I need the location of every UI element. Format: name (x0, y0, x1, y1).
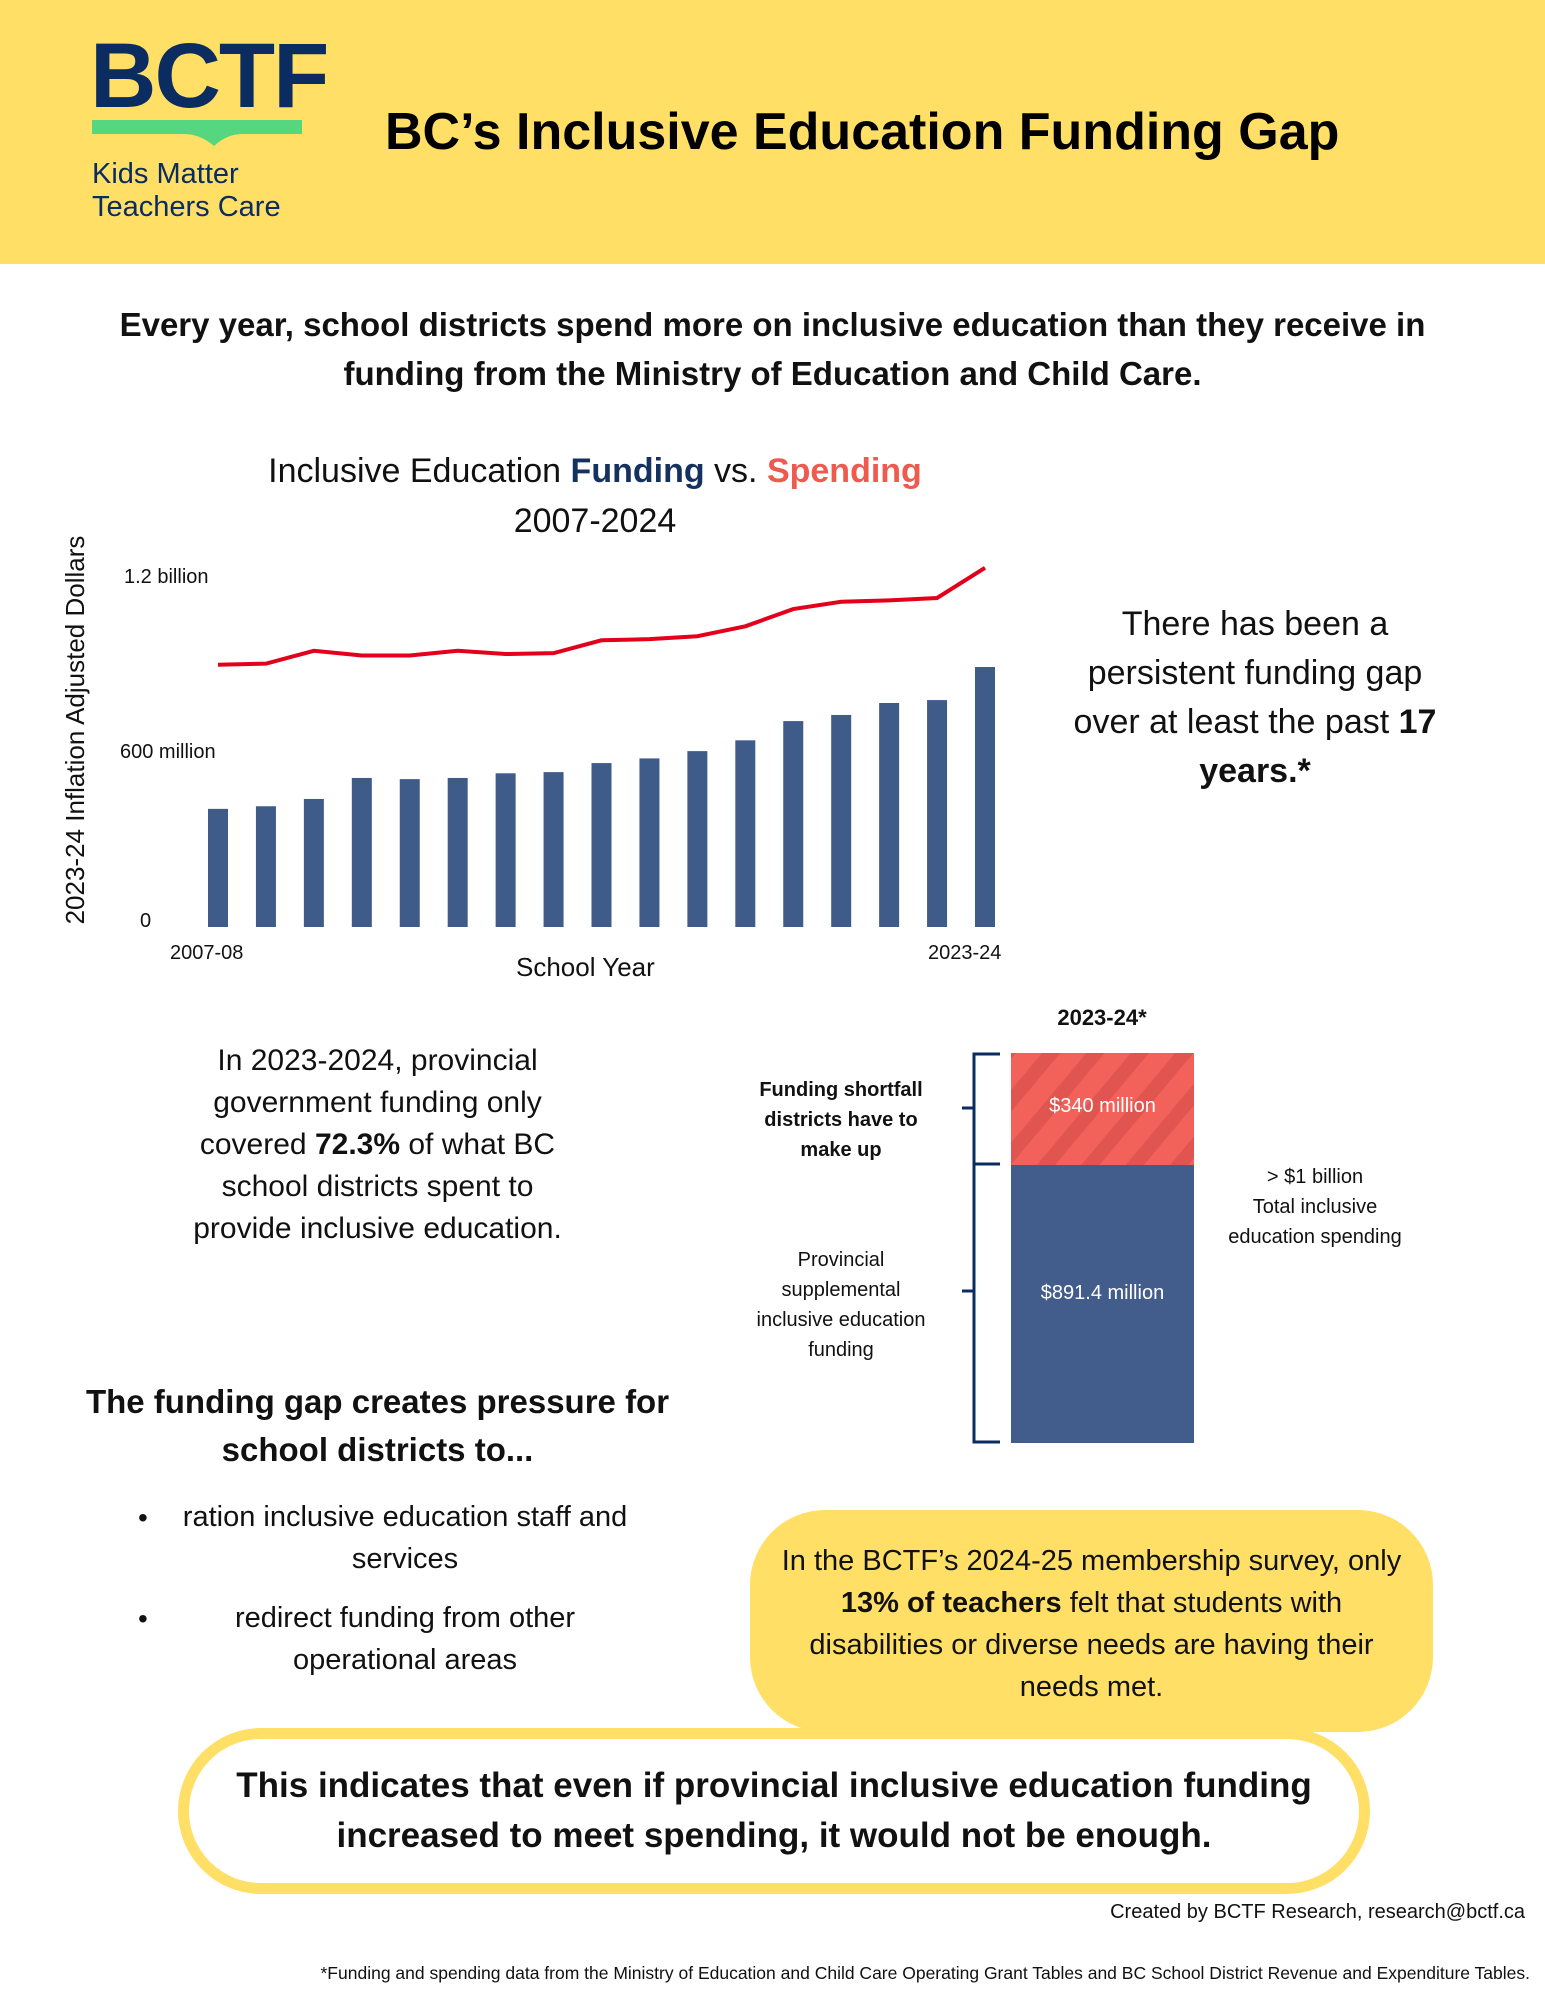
bullet-item: redirect funding from other operational … (234, 1602, 576, 1676)
shortfall-label: Funding shortfall districts have to make… (759, 1079, 923, 1161)
credit-line: Created by BCTF Research, research@bctf.… (1110, 1901, 1525, 1923)
para-text: In 2023-2024, provincial government fund… (199, 1044, 542, 1161)
shortfall-value: $340 million (1049, 1095, 1156, 1117)
x-axis-label: School Year (516, 952, 655, 982)
stack-title: 2023-24* (1057, 1005, 1147, 1030)
bctf-logo: BCTF (90, 25, 329, 127)
title-spending: Spending (766, 452, 922, 490)
conclusion-box: This indicates that even if provincial i… (178, 1728, 1370, 1894)
note-bold: 17 years.* (1199, 703, 1437, 790)
funding-label: Provincial supplemental inclusive educat… (756, 1249, 926, 1361)
survey-text: In the BCTF’s 2024-25 membership survey,… (781, 1545, 1402, 1577)
funding-bar (783, 721, 804, 927)
survey-callout: In the BCTF’s 2024-25 membership survey,… (750, 1510, 1433, 1732)
x-tick-label: 2023-24 (928, 942, 1002, 964)
title-part: vs. (704, 452, 767, 490)
funding-bar (879, 703, 900, 927)
funding-segment (1011, 1165, 1194, 1443)
x-tick-label: 2007-08 (170, 942, 244, 964)
y-tick-label: 1.2 billion (124, 566, 209, 588)
funding-bar (591, 763, 612, 927)
bullet-dot: • (138, 1603, 148, 1634)
funding-bar (255, 806, 276, 927)
funding-bar (639, 758, 660, 927)
para-text: of what BC school districts spent to pro… (193, 1128, 562, 1245)
funding-value: $891.4 million (1040, 1282, 1165, 1304)
funding-bar (687, 751, 708, 927)
tagline-line: Kids Matter (92, 158, 239, 190)
total-line: > $1 billion (1266, 1166, 1364, 1188)
funding-bar (831, 714, 852, 927)
funding-bar (447, 777, 468, 927)
title-part: Inclusive Education (268, 452, 571, 490)
book-icon (92, 120, 302, 146)
intro-statement: Every year, school districts spend more … (119, 306, 1426, 392)
tagline-line: Teachers Care (92, 191, 281, 223)
chart-subtitle: 2007-2024 (513, 502, 677, 540)
funding-bar (975, 667, 995, 927)
funding-bar (927, 700, 948, 927)
funding-spending-chart (208, 566, 995, 927)
page-title: BC’s Inclusive Education Funding Gap (385, 103, 1340, 161)
gap-note: There has been a persistent funding gap … (1070, 600, 1440, 796)
total-line: education spending (1228, 1226, 1402, 1248)
total-label: > $1 billion Total inclusive education s… (1205, 1162, 1425, 1252)
funding-bar (303, 798, 324, 927)
survey-text: felt that students with disabilities or … (809, 1587, 1374, 1703)
spending-line (217, 566, 987, 667)
stacked-bar (962, 1052, 1194, 1444)
funding-bar (543, 772, 564, 927)
funding-bar (735, 740, 756, 927)
y-tick-label: 0 (140, 910, 152, 932)
title-funding: Funding (570, 452, 705, 490)
total-line: Total inclusive (1252, 1196, 1378, 1218)
bullet-dot: • (138, 1502, 148, 1533)
chart-title: Inclusive Education Funding vs. Spending… (170, 446, 1020, 546)
funding-bar (208, 808, 228, 927)
shortfall-segment (1011, 1053, 1194, 1165)
funding-bar (351, 777, 372, 927)
coverage-percent: 72.3% (314, 1128, 401, 1161)
coverage-paragraph: In 2023-2024, provincial government fund… (180, 1040, 575, 1250)
pressure-heading: The funding gap creates pressure for sch… (85, 1383, 670, 1468)
bracket (962, 1052, 1000, 1444)
funding-bar (495, 773, 516, 927)
bullet-item: ration inclusive education staff and ser… (182, 1501, 628, 1575)
note-text: There has been a persistent funding gap … (1073, 605, 1423, 741)
logo-tagline: Kids Matter Teachers Care (92, 158, 281, 224)
funding-bar (399, 779, 420, 927)
y-tick-label: 600 million (120, 741, 216, 763)
footnote: *Funding and spending data from the Mini… (320, 1963, 1531, 1983)
survey-stat: 13% of teachers (840, 1587, 1062, 1619)
